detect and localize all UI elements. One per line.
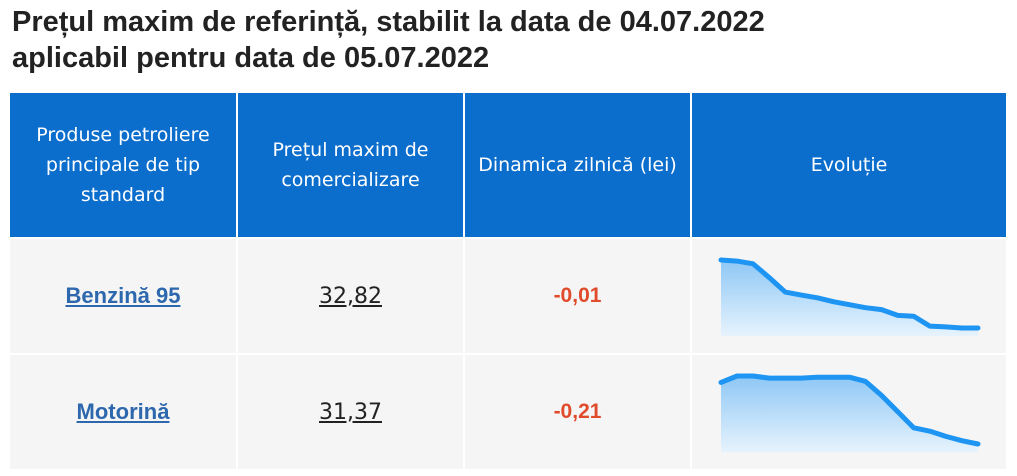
price: 31,37 [319,399,382,425]
table-row: Benzină 95 32,82 -0,01 [10,237,1006,354]
column-header: Produse petroliere principale de tip sta… [10,93,238,238]
price-table: Produse petroliere principale de tip sta… [10,93,1006,469]
sparkline-line [718,373,980,447]
price-cell: 31,37 [237,353,465,469]
table-body: Benzină 95 32,82 -0,01 Motorină 31,37 -0,21 [10,237,1006,469]
header-row: Produse petroliere principale de tip sta… [10,93,1006,238]
product-cell: Benzină 95 [10,237,238,354]
title-line: aplicabil pentru data de 05.07.2022 [12,42,490,74]
column-header: Evoluție [691,93,1006,238]
product-link[interactable]: Benzină 95 [65,283,181,308]
price-cell: 32,82 [237,237,465,354]
evolution-cell [691,353,1006,469]
table-row: Motorină 31,37 -0,21 [10,353,1006,469]
change-cell: -0,21 [464,353,692,469]
sparkline-line [718,257,980,331]
product-link[interactable]: Motorină [76,399,170,424]
title-line: Prețul maxim de referință, stabilit la d… [12,6,765,38]
product-cell: Motorină [10,353,238,469]
change: -0,01 [553,284,602,307]
sparkline-area [720,376,978,452]
column-header: Prețul maxim de comercializare [237,93,465,238]
change-cell: -0,01 [464,237,692,354]
sparkline [718,257,980,336]
column-header: Dinamica zilnică (lei) [464,93,692,238]
price: 32,82 [319,283,382,309]
change: -0,21 [553,400,602,423]
evolution-cell [691,237,1006,354]
title: Prețul maxim de referință, stabilit la d… [12,4,765,76]
sparkline [718,373,980,452]
